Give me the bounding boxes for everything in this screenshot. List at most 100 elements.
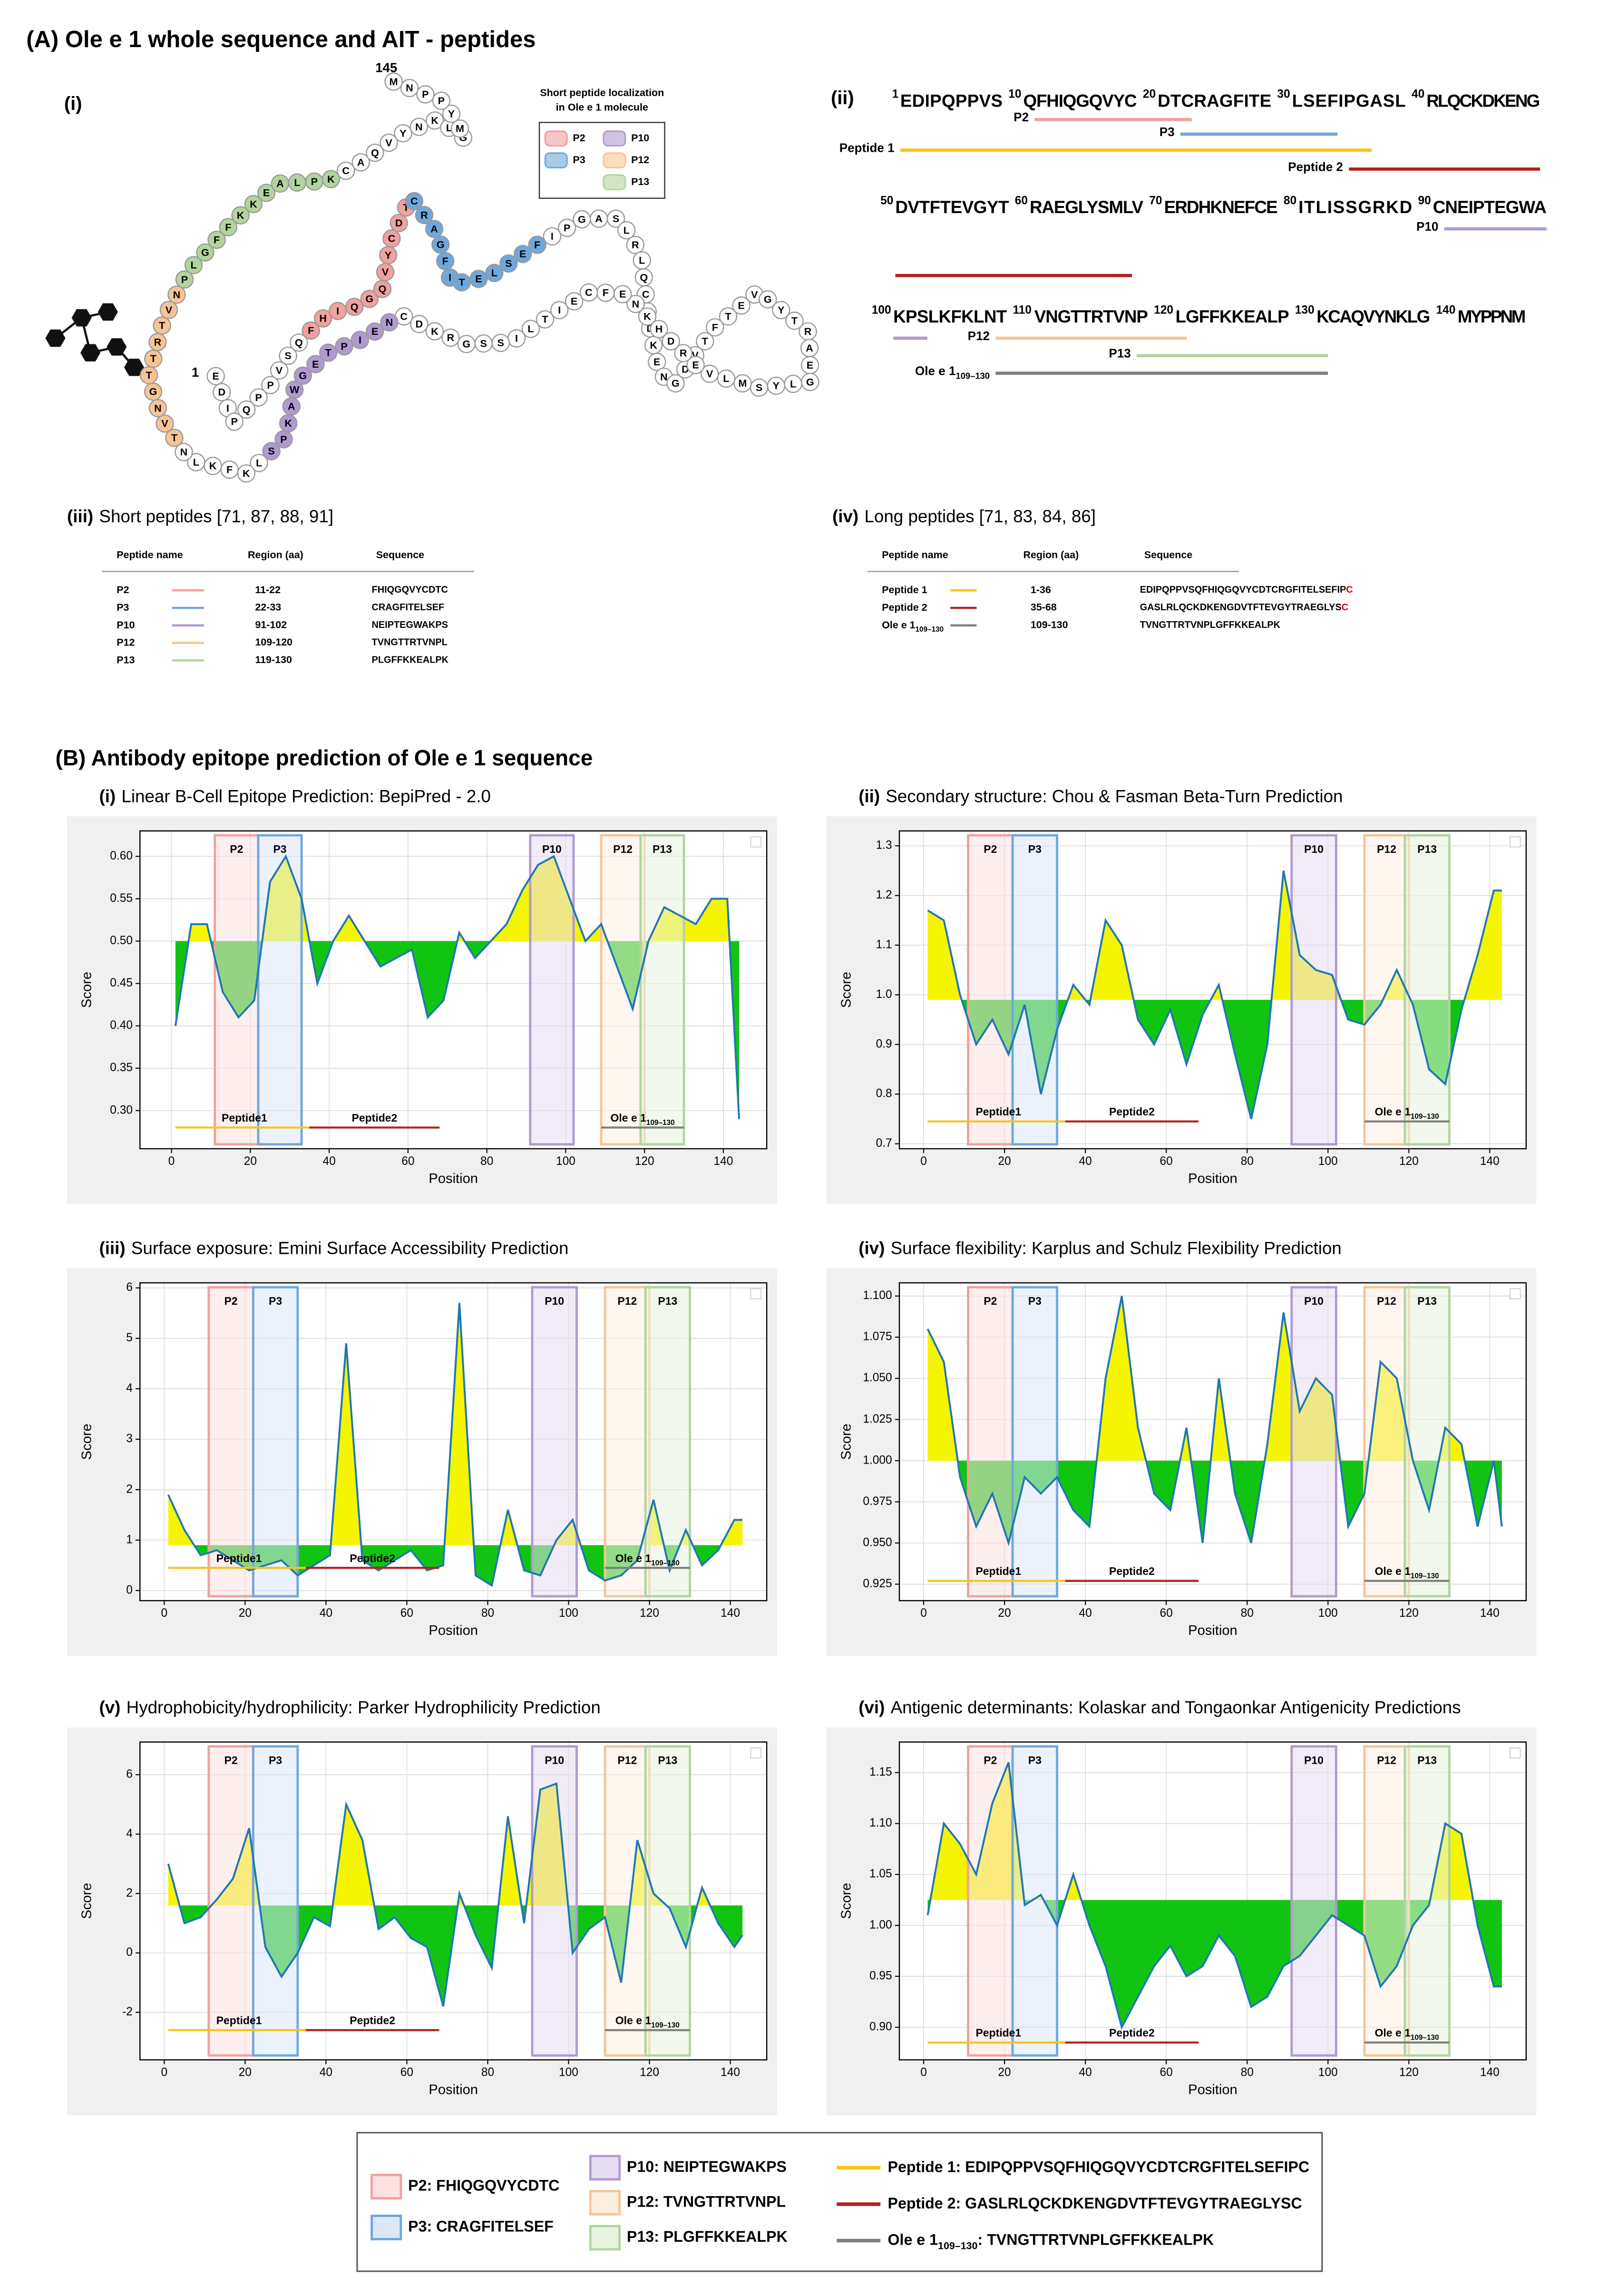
residue-letter: Q [379,283,387,295]
residue [262,442,281,460]
residue-letter: G [764,293,772,305]
text-part: 109–130 [916,625,944,633]
y-tick-label: 0.95 [869,1969,892,1982]
inset-swatch [603,130,626,147]
y-tick-label: 0 [126,1583,133,1596]
y-tick-label: 0.950 [863,1536,892,1549]
chart-title: (vi) Antigenic determinants: Kolaskar and… [858,1698,1461,1717]
text-part: Peptide1 [216,2014,262,2027]
legend-swatch [589,2225,621,2251]
residue-letter: Y [400,127,407,139]
residue-letter: S [268,445,274,457]
text-part: Ole e 1 [887,2231,938,2248]
residue-letter: E [371,325,378,337]
region-label: P2 [224,1295,238,1307]
table-header: Sequence [1144,549,1192,560]
residue [617,221,636,240]
table-cell: TVNGTTRTVNPLGFFKKEALPK [1140,620,1281,630]
peptide-span-label: P2 [1014,110,1029,124]
y-tick-label: 6 [126,1281,133,1294]
y-tick-label: 1.10 [869,1817,892,1829]
residue [647,352,666,371]
y-tick-label: 1.000 [863,1454,892,1466]
residue [319,343,338,362]
x-tick-label: 140 [1480,2066,1500,2079]
residue-number: 20 [1143,88,1156,101]
table-cell: P2 [117,584,129,596]
y-axis-label: Score [838,972,854,1008]
residue [351,331,370,349]
text-part: Ole e 1 [1375,1105,1411,1118]
residue [153,316,171,335]
table-cell: P13 [117,654,135,665]
residue [219,218,238,236]
segment-label: Ole e 1109–130 [611,1112,675,1126]
residue-letter: E [263,187,270,199]
inset-swatch [603,174,626,190]
chart-title: (ii) Secondary structure: Chou & Fasman B… [858,786,1343,806]
residue-letter: M [738,377,747,389]
residue-letter: V [161,418,168,430]
peptide-region [967,834,1014,1146]
text-part: Peptide1 [975,1565,1021,1577]
residue-letter: K [431,115,439,127]
x-tick-label: 40 [320,2066,332,2079]
peptide-region [1404,834,1451,1146]
residue-letter: E [653,356,660,368]
segment-label: Peptide1 [216,2014,262,2027]
text-part: 109–130 [938,2240,978,2251]
area-above [168,1303,743,1545]
legend-label: P13: PLGFFKKEALPK [627,2228,788,2245]
text-part: Ole e 1 [611,1112,647,1124]
residue [206,367,225,385]
text-part: P13 [117,654,135,665]
segment-label: Peptide2 [352,1112,398,1124]
table-cell: Peptide 1 [882,584,927,596]
sequence-block: CNEIPTEGWA [1433,197,1547,217]
x-tick-label: 40 [320,1607,332,1620]
residue-letter: G [578,213,586,225]
y-tick-label: 1.3 [876,839,892,852]
peptide-region [604,1286,651,1598]
residue-letter: F [308,324,314,336]
text-part: (iv) [832,507,858,526]
residue [606,209,625,228]
region-label: P13 [1417,1754,1437,1766]
residue [485,264,504,283]
residue [306,355,325,373]
text-part: (iii) [99,1238,125,1258]
panel-label: (i) [64,93,82,114]
residue [187,453,205,471]
residue-letter: C [410,195,418,207]
sequence-block: LSEFIPGASL [1292,91,1406,110]
peptide-region [639,834,685,1146]
residue [450,119,469,138]
legend-label: Ole e 1109–130: TVNGTTRTVNPLGFFKKEALPK [887,2231,1214,2251]
region-label: P10 [1304,1295,1324,1307]
residue [772,301,790,320]
score-line [167,1303,743,1587]
residue-letter: V [382,266,389,278]
sequence-block: MYPPNM [1458,307,1526,326]
x-tick-label: 0 [161,1607,167,1620]
region-label: P13 [658,1295,677,1307]
plot-frame [139,830,768,1150]
legend-swatch [370,2214,402,2240]
residue [410,315,429,333]
residue-letter: P [341,340,347,352]
panel-a-title: (A) Ole e 1 whole sequence and AIT - pep… [26,27,536,52]
region-label: P2 [224,1754,238,1766]
x-tick-label: 40 [322,1155,335,1168]
residue-letter: E [571,295,577,307]
residue-number: 50 [880,194,893,207]
residue [257,184,276,202]
residue-letter: L [491,267,497,279]
region-label: P3 [273,843,286,855]
residue [225,412,244,431]
peptide-region [967,1286,1014,1598]
residue-letter: L [624,224,630,236]
residue [442,104,461,123]
sequence-block: ERDHKNEFCE [1164,197,1278,217]
residue [626,294,645,313]
